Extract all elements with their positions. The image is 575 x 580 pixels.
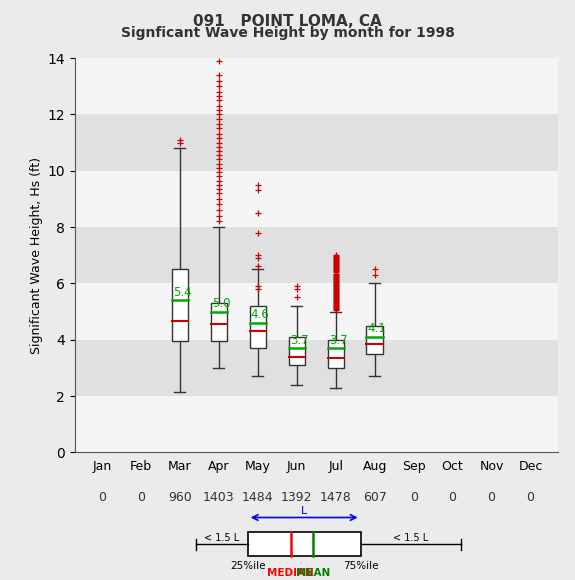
Bar [75,171,558,227]
Text: 5.4: 5.4 [173,286,191,299]
Bar [75,396,558,452]
Bar [248,532,361,556]
Y-axis label: Significant Wave Height, Hs (ft): Significant Wave Height, Hs (ft) [30,157,43,354]
Text: L: L [301,506,307,516]
Text: Signficant Wave Height by month for 1998: Signficant Wave Height by month for 1998 [121,26,454,40]
Text: 960: 960 [168,491,192,504]
Text: 0: 0 [409,491,417,504]
Text: 0: 0 [98,491,106,504]
Text: 607: 607 [363,491,386,504]
Text: 75%ile: 75%ile [343,561,378,571]
Bar [210,303,227,341]
Bar [75,340,558,396]
Text: 4.1: 4.1 [367,322,386,335]
Bar [328,340,344,368]
Text: 5.0: 5.0 [212,297,231,310]
Text: 0: 0 [448,491,457,504]
Text: MEDIAN: MEDIAN [267,567,314,578]
Text: 1484: 1484 [242,491,274,504]
Text: MEAN: MEAN [296,567,330,578]
Text: 091   POINT LOMA, CA: 091 POINT LOMA, CA [193,14,382,30]
Text: 0: 0 [137,491,145,504]
Text: 3.7: 3.7 [290,334,308,347]
Bar [289,337,305,365]
Bar [172,269,188,341]
Bar [250,306,266,348]
Bar [75,114,558,171]
Text: 0: 0 [488,491,496,504]
Bar [366,325,383,354]
Text: < 1.5 L: < 1.5 L [393,532,428,543]
Text: 1478: 1478 [320,491,351,504]
Bar [75,284,558,340]
Text: < 1.5 L: < 1.5 L [204,532,239,543]
Text: 0: 0 [527,491,535,504]
Text: 4.6: 4.6 [251,309,270,321]
Text: 1403: 1403 [203,491,235,504]
Text: 1392: 1392 [281,491,313,504]
Text: 3.7: 3.7 [329,334,347,347]
Text: 25%ile: 25%ile [230,561,266,571]
Bar [75,227,558,284]
Bar [75,58,558,114]
